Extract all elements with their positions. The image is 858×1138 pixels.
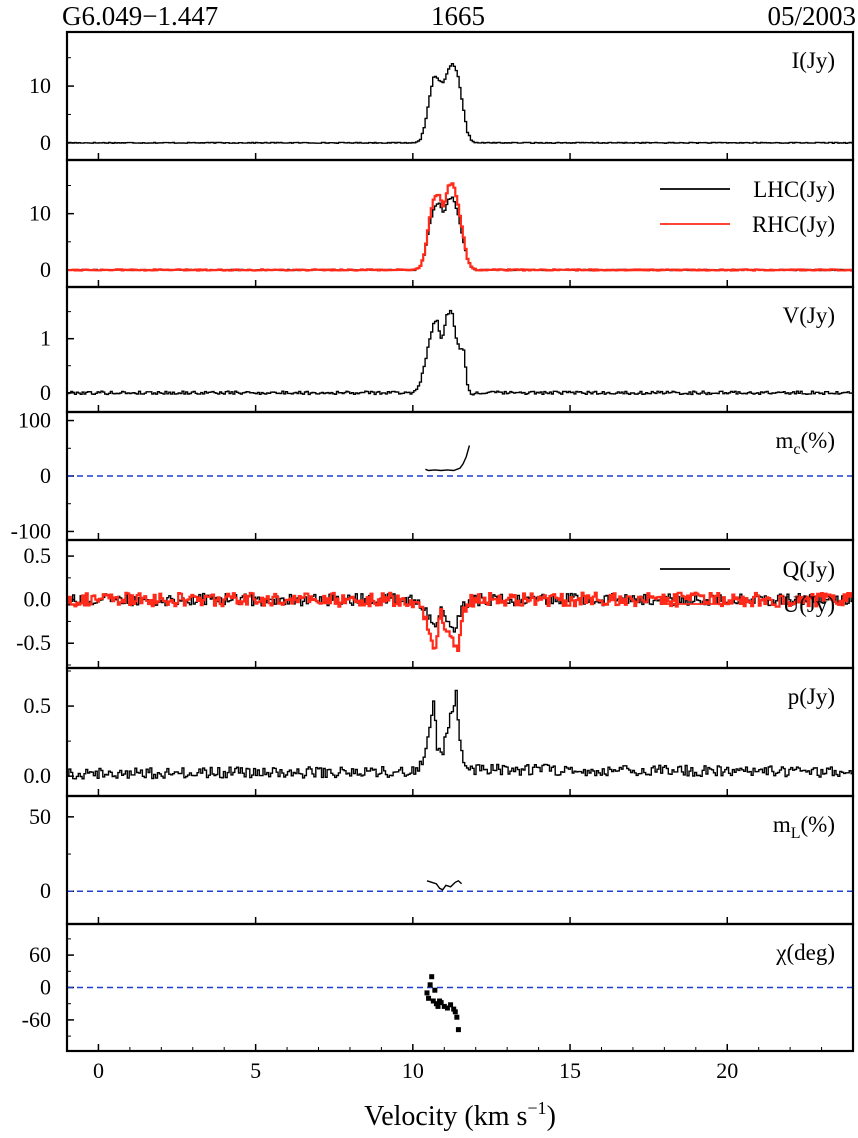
x-axis: 0 5 10 15 20 [66, 1047, 854, 1083]
panel-label-subscript: L [791, 825, 801, 842]
panel-label-mc: mc(%) [776, 428, 835, 458]
panel-plot [67, 182, 853, 272]
panel-label-rest: (%) [801, 812, 835, 837]
panel-mL: 0 50 mL(%) [29, 794, 855, 926]
y-tick-label: 0 [40, 380, 51, 405]
x-tick-label: 15 [559, 1058, 581, 1083]
legend-label: LHC(Jy) [753, 177, 835, 202]
y-tick-label: 0.5 [24, 543, 52, 568]
series-line-I-0 [67, 63, 853, 144]
panel-label-main: V(Jy) [783, 303, 835, 328]
panel-label-p: p(Jy) [788, 684, 835, 709]
y-tick-label: 50 [29, 804, 51, 829]
panel-mc: -100 0 100 mc(%) [11, 408, 855, 543]
x-tick-label: 0 [93, 1058, 104, 1083]
y-tick-label: 1 [40, 326, 51, 351]
y-tick-label: 0 [40, 257, 51, 282]
chi-point [435, 1003, 441, 1009]
panel-frame [65, 922, 855, 1053]
panel-label-subscript: c [793, 441, 800, 458]
panel-p: 0.0 0.5 p(Jy) [24, 666, 855, 798]
y-tick-label: 0.0 [24, 763, 52, 788]
panel-QU: -0.5 0.0 0.5 Q(Jy) U(Jy) [16, 538, 855, 670]
series-line-LR-1 [67, 182, 853, 272]
legend-label: U(Jy) [783, 592, 835, 617]
chi-point [432, 987, 438, 993]
series-line-p-0 [67, 689, 853, 780]
header-epoch: 05/2003 [767, 1, 856, 31]
chi-point [448, 1002, 454, 1008]
header-frequency: 1665 [431, 1, 485, 31]
x-axis-title: Velocity (km s−1) [364, 1098, 556, 1132]
panel-V: 0 1 V(Jy) [40, 285, 855, 414]
panel-plot [67, 879, 853, 892]
panels-group: 0 10 I(Jy) 0 10 LHC(Jy) RHC(Jy) 0 1 V(Jy) -100 0 100… [11, 30, 855, 1053]
x-tick-label: 20 [716, 1058, 738, 1083]
panel-frame [65, 30, 855, 162]
chi-point [430, 998, 436, 1004]
panel-label-main: m [776, 428, 794, 453]
panel-label-main: p(Jy) [788, 684, 835, 709]
y-tick-label: 0.5 [24, 693, 52, 718]
y-tick-label: 0 [40, 130, 51, 155]
series-line-mc-0 [425, 445, 471, 472]
panel-label-main: I(Jy) [792, 48, 835, 73]
chi-point [455, 1027, 461, 1033]
panel-label-rest: (%) [801, 428, 835, 453]
y-tick-label: 60 [29, 942, 51, 967]
chi-point [451, 1006, 457, 1012]
series-line-QU-1 [67, 591, 853, 652]
panel-frame [65, 794, 855, 926]
chi-point [438, 1000, 444, 1006]
series-line-mL-0 [426, 879, 463, 891]
y-tick-label: 0.0 [24, 587, 52, 612]
panel-plot [67, 591, 853, 652]
chi-point [427, 982, 433, 988]
chi-point [444, 1005, 450, 1011]
legend-label: Q(Jy) [783, 557, 835, 582]
header-source: G6.049−1.447 [62, 1, 218, 31]
x-tick-label: 10 [402, 1058, 424, 1083]
panel-label-chi: χ(deg) [775, 940, 835, 965]
panel-plot [67, 689, 853, 780]
chi-point [433, 1001, 439, 1007]
x-axis-title-close: ) [547, 1101, 556, 1132]
panel-chi: -60 0 60 χ(deg) [22, 922, 855, 1053]
chi-point [429, 974, 435, 980]
y-tick-label: 0 [40, 878, 51, 903]
y-tick-label: -60 [22, 1007, 51, 1032]
panel-label-mL: mL(%) [773, 812, 835, 842]
x-axis-title-main: Velocity (km s [364, 1101, 527, 1132]
panel-label-main: m [773, 812, 791, 837]
panel-plot [67, 309, 853, 396]
y-tick-label: -0.5 [16, 630, 51, 655]
y-tick-label: 10 [29, 73, 51, 98]
x-tick-label: 5 [250, 1058, 261, 1083]
y-tick-label: 100 [18, 408, 51, 433]
y-tick-label: 0 [40, 975, 51, 1000]
panel-I: 0 10 I(Jy) [29, 30, 855, 162]
panel-label-V: V(Jy) [783, 303, 835, 328]
panel-plot [67, 63, 853, 144]
chi-point [452, 1009, 458, 1015]
y-tick-label: 10 [29, 201, 51, 226]
chi-point [426, 995, 432, 1001]
legend-label: RHC(Jy) [752, 212, 835, 237]
y-tick-label: 0 [40, 463, 51, 488]
x-axis-title-superscript: −1 [527, 1098, 546, 1118]
panel-frame [65, 666, 855, 798]
panel-plot [67, 974, 853, 1033]
chi-point [454, 1014, 460, 1020]
chi-point [424, 990, 430, 996]
chi-point [441, 1003, 447, 1009]
series-line-V-0 [67, 309, 853, 396]
panel-plot [67, 445, 853, 477]
panel-LR: 0 10 LHC(Jy) RHC(Jy) [29, 158, 855, 289]
panel-label-I: I(Jy) [792, 48, 835, 73]
panel-label-main: χ(deg) [775, 940, 835, 965]
y-tick-label: -100 [11, 518, 51, 543]
